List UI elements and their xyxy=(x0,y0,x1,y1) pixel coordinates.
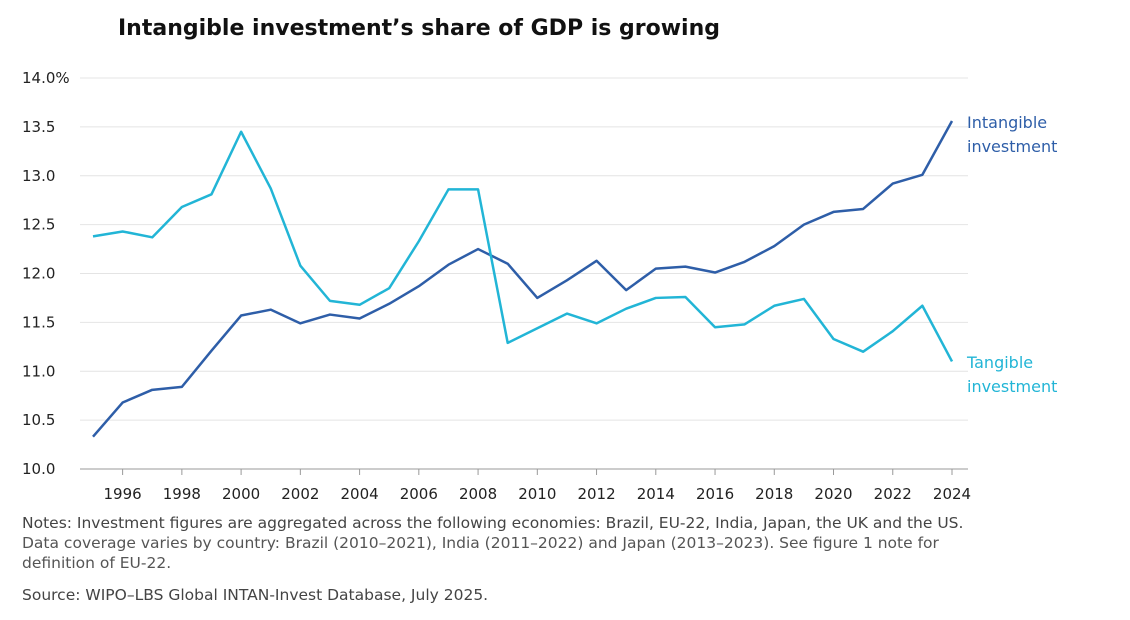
chart-title: Intangible investment’s share of GDP is … xyxy=(118,16,721,41)
y-tick-label: 11.5 xyxy=(22,313,55,331)
source-note: Source: WIPO–LBS Global INTAN-Invest Dat… xyxy=(22,586,489,604)
x-tick-label: 2024 xyxy=(933,485,971,503)
x-tick-label: 2014 xyxy=(637,485,675,503)
x-tick-label: 2012 xyxy=(577,485,615,503)
y-tick-label: 14.0% xyxy=(22,69,70,87)
x-tick-label: 2004 xyxy=(340,485,378,503)
series-label: Tangible xyxy=(966,353,1033,372)
notes-line-3: definition of EU-22. xyxy=(22,554,172,572)
y-tick-label: 12.5 xyxy=(22,216,55,234)
x-tick-label: 2010 xyxy=(518,485,556,503)
y-tick-label: 10.5 xyxy=(22,411,55,429)
series-line-intangible xyxy=(92,120,954,438)
x-tick-label: 2006 xyxy=(400,485,438,503)
x-tick-label: 1996 xyxy=(104,485,142,503)
y-tick-label: 13.5 xyxy=(22,118,55,136)
series-line-tangible xyxy=(92,130,954,363)
x-tick-label: 2000 xyxy=(222,485,260,503)
x-tick-label: 2016 xyxy=(696,485,734,503)
notes-line-2: Data coverage varies by country: Brazil … xyxy=(22,534,939,552)
notes-line-1: Notes: Investment figures are aggregated… xyxy=(22,514,964,532)
series-label: Intangible xyxy=(967,113,1047,132)
x-tick-label: 2022 xyxy=(874,485,912,503)
y-tick-label: 12.0 xyxy=(22,265,55,283)
x-tick-label: 2020 xyxy=(814,485,852,503)
series-label: investment xyxy=(967,137,1057,156)
series-label: investment xyxy=(967,377,1057,396)
x-tick-label: 1998 xyxy=(163,485,201,503)
x-tick-label: 2008 xyxy=(459,485,497,503)
y-tick-label: 11.0 xyxy=(22,362,55,380)
x-tick-label: 2002 xyxy=(281,485,319,503)
x-tick-label: 2018 xyxy=(755,485,793,503)
y-tick-label: 13.0 xyxy=(22,167,55,185)
line-chart: 10.0 10.5 11.0 11.5 12.0 12.5 13.0 13.5 14.0% 199… xyxy=(22,69,1057,503)
y-tick-label: 10.0 xyxy=(22,460,55,478)
